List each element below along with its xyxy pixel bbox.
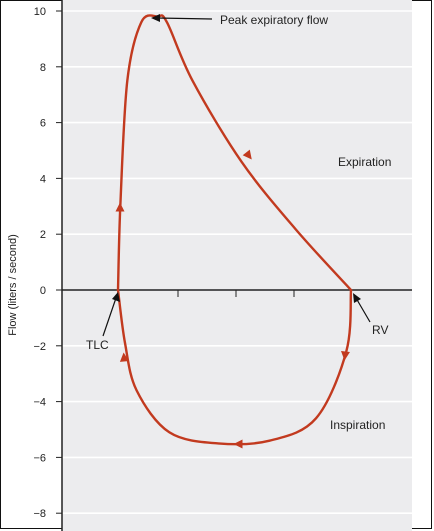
tlc-pointer-head	[112, 292, 120, 302]
direction-arrows	[115, 149, 350, 449]
peak-pointer-head	[151, 14, 160, 22]
rv-annotation: RV	[372, 323, 388, 337]
y-tick-label: 2	[40, 229, 46, 241]
tlc-annotation: TLC	[86, 338, 109, 352]
y-tick-label: −8	[33, 508, 46, 520]
rv-pointer-head	[353, 293, 361, 303]
y-axis-title: Flow (liters / second)	[7, 234, 19, 335]
y-tick-label: −4	[33, 397, 46, 409]
y-tick-label: −2	[33, 341, 46, 353]
peak-pointer-line	[156, 17, 213, 20]
y-tick-label: −6	[33, 452, 46, 464]
y-tick-label: 6	[40, 118, 46, 130]
plot-background	[62, 0, 412, 531]
tlc-pointer-line	[102, 297, 117, 337]
direction-arrowhead	[242, 149, 252, 160]
rv-pointer-line	[355, 297, 371, 323]
inspiration-curve	[116, 288, 353, 446]
direction-arrowhead	[340, 351, 350, 361]
expiration-annotation: Expiration	[338, 155, 391, 169]
y-tick-marks	[56, 10, 62, 514]
inspiration-annotation: Inspiration	[330, 418, 385, 432]
direction-arrowhead	[119, 352, 129, 362]
y-tick-labels: 10 8 6 4 2 0 −2 −4 −6 −8	[33, 6, 46, 520]
peak-flow-annotation: Peak expiratory flow	[220, 13, 328, 27]
y-tick-label: 8	[40, 62, 46, 74]
direction-arrowhead	[115, 202, 125, 212]
direction-arrowhead	[233, 439, 243, 449]
y-tick-label: 0	[40, 285, 46, 297]
y-tick-label: 4	[40, 173, 46, 185]
y-tick-label: 10	[34, 6, 46, 18]
expiration-curve	[116, 14, 353, 292]
annotation-pointers	[102, 14, 371, 337]
